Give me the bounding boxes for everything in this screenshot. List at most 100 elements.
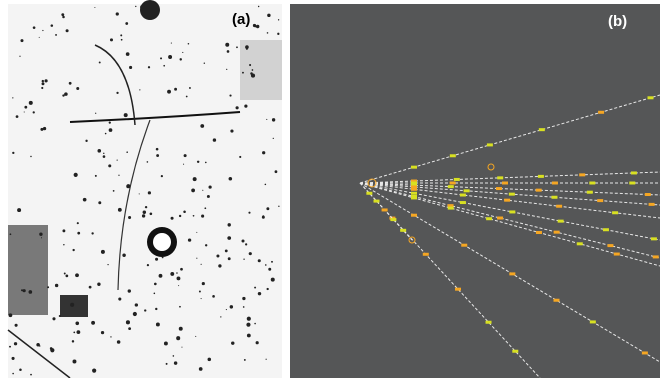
speck xyxy=(39,37,40,38)
speck xyxy=(150,212,153,215)
speck xyxy=(24,106,27,109)
speck xyxy=(227,236,231,240)
speck xyxy=(12,357,15,360)
speck xyxy=(135,6,136,7)
hit xyxy=(536,189,542,192)
speck xyxy=(246,323,250,327)
speck xyxy=(207,195,210,198)
speck xyxy=(42,30,43,31)
speck xyxy=(212,295,215,298)
hit xyxy=(382,208,388,211)
hit xyxy=(450,182,456,185)
speck xyxy=(23,289,26,292)
speck xyxy=(128,216,131,219)
speck xyxy=(12,97,13,98)
speck xyxy=(75,273,79,277)
speck xyxy=(117,340,121,344)
speck xyxy=(30,374,32,376)
speck xyxy=(196,232,197,233)
hit xyxy=(647,96,653,99)
hit xyxy=(509,210,515,213)
hit xyxy=(651,237,657,240)
speck xyxy=(163,65,165,67)
speck xyxy=(226,69,227,70)
speck xyxy=(188,238,191,241)
speck xyxy=(66,29,69,32)
speck xyxy=(195,336,196,337)
speck xyxy=(278,206,279,207)
speck xyxy=(161,175,163,177)
speck xyxy=(142,214,145,217)
speck xyxy=(62,229,65,232)
page: (a) (b) (() => { const data = JSON.parse… xyxy=(0,0,660,378)
speck xyxy=(277,33,279,35)
speck xyxy=(204,207,206,209)
speck xyxy=(140,5,144,9)
hit xyxy=(390,218,396,221)
speck xyxy=(91,321,95,325)
speck xyxy=(258,292,261,295)
speck xyxy=(154,283,157,286)
hit xyxy=(614,253,620,256)
speck xyxy=(213,138,216,141)
speck xyxy=(265,264,267,266)
speck xyxy=(42,80,44,82)
speck xyxy=(62,16,65,19)
speck xyxy=(41,237,42,238)
speck xyxy=(109,122,111,124)
speck xyxy=(97,149,101,153)
speck xyxy=(128,289,131,292)
hit xyxy=(411,192,417,195)
speck xyxy=(129,66,132,69)
hit xyxy=(577,242,583,245)
speck xyxy=(278,19,279,20)
panel-label: (a) xyxy=(232,11,250,28)
hit xyxy=(554,231,560,234)
hit xyxy=(538,175,544,178)
speck xyxy=(69,82,72,85)
speck xyxy=(16,115,19,118)
speck xyxy=(242,72,244,74)
hit xyxy=(373,200,379,203)
speck xyxy=(121,39,123,41)
speck xyxy=(75,321,79,325)
hit xyxy=(460,201,466,204)
speck xyxy=(166,363,168,365)
hit xyxy=(448,185,454,188)
speck xyxy=(126,184,130,188)
speck xyxy=(193,215,195,217)
speck xyxy=(266,119,267,120)
hit xyxy=(512,350,518,353)
speck xyxy=(98,201,101,204)
speck xyxy=(148,66,150,68)
speck xyxy=(199,291,201,293)
speck xyxy=(77,232,80,235)
speck xyxy=(45,79,48,82)
speck xyxy=(204,62,205,63)
hit xyxy=(631,171,637,174)
speck xyxy=(97,283,100,286)
speck xyxy=(191,189,195,193)
hit xyxy=(598,111,604,114)
speck xyxy=(139,193,140,194)
speck xyxy=(10,233,12,235)
speck xyxy=(17,208,21,212)
hit xyxy=(653,255,659,258)
speck xyxy=(24,111,25,112)
speck xyxy=(147,264,149,266)
speck xyxy=(236,46,238,48)
hit xyxy=(411,188,417,191)
speck xyxy=(218,264,221,267)
speck xyxy=(176,336,180,340)
speck xyxy=(246,48,248,50)
speck xyxy=(162,256,164,258)
hit xyxy=(612,211,618,214)
speck xyxy=(181,347,182,348)
speck xyxy=(99,61,101,63)
speck xyxy=(243,306,245,308)
hit xyxy=(486,321,492,324)
speck xyxy=(155,308,157,310)
speck xyxy=(12,152,14,154)
speck xyxy=(253,24,256,27)
speck xyxy=(59,315,61,317)
